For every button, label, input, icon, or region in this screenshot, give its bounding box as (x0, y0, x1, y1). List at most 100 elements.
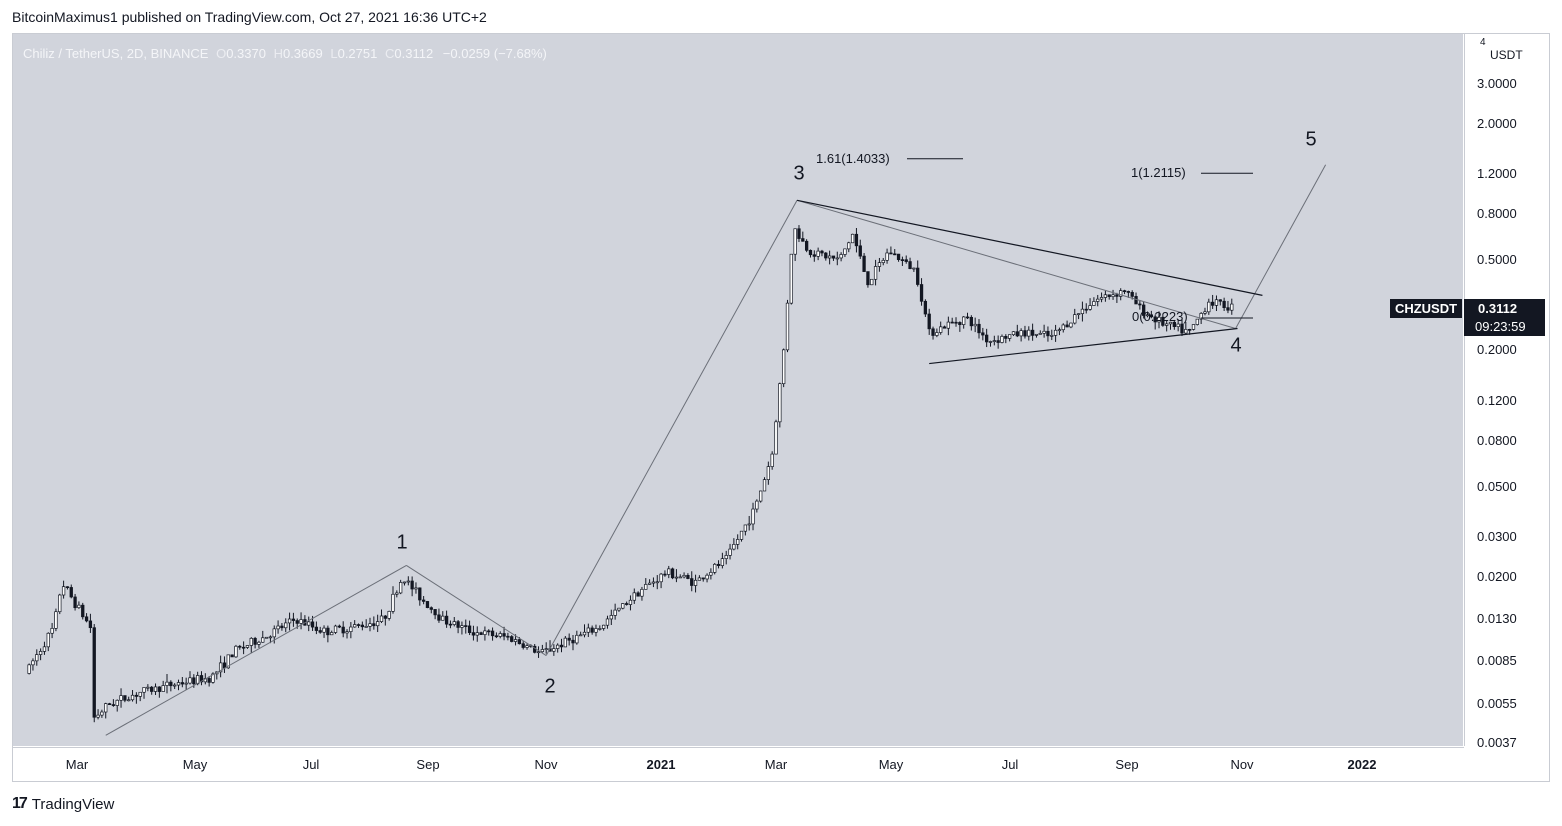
candle-up (1145, 314, 1150, 317)
candle-up (678, 576, 682, 579)
candle-up (605, 618, 610, 626)
candle-down (1084, 308, 1088, 311)
candle-down (150, 686, 154, 692)
candle-down (1046, 330, 1050, 337)
candle-down (241, 646, 246, 649)
candle-up (211, 673, 215, 683)
candle-up (364, 626, 368, 628)
candle-down (670, 568, 675, 579)
candle-up (161, 685, 165, 692)
time-axis[interactable] (13, 747, 1464, 780)
candle-up (1011, 331, 1016, 336)
candle-up (674, 576, 679, 579)
triangle-lower-line (929, 327, 1238, 365)
candle-up (870, 278, 874, 286)
footer-brand[interactable]: 17 TradingView (12, 795, 114, 813)
candle-down (494, 635, 499, 638)
time-tick-label: Mar (764, 757, 788, 772)
candle-down (1134, 296, 1138, 305)
price-tick-label: 1.2000 (1477, 166, 1517, 182)
tradingview-logo-icon: 17 (12, 795, 28, 812)
candle-down (1130, 292, 1134, 297)
candle-up (100, 711, 104, 716)
candle-up (1038, 332, 1042, 335)
candle-up (667, 568, 671, 575)
candle-up (1057, 329, 1062, 332)
candle-up (885, 252, 889, 261)
time-tick-label: Sep (1115, 757, 1139, 772)
candle-up (142, 687, 146, 693)
plot-area[interactable] (13, 34, 1463, 746)
candle-up (755, 500, 759, 510)
candle-up (743, 524, 748, 532)
candle-up (598, 628, 602, 630)
price-tick-label: 0.8000 (1477, 206, 1517, 222)
candle-up (261, 637, 265, 643)
candle-up (988, 341, 993, 343)
price-axis[interactable] (1464, 34, 1549, 746)
candle-down (479, 632, 483, 635)
candle-up (173, 684, 177, 687)
candle-down (831, 255, 836, 259)
candle-up (1076, 313, 1081, 316)
candle-up (452, 621, 456, 625)
candle-down (977, 323, 981, 334)
price-tick-label: 0.0500 (1477, 478, 1517, 494)
candle-up (54, 611, 58, 629)
candle-down (444, 615, 449, 625)
candle-up (249, 637, 253, 646)
candle-up (376, 621, 380, 627)
candle-down (65, 586, 70, 589)
candle-up (697, 577, 702, 581)
candle-up (935, 332, 939, 336)
candle-down (559, 644, 564, 648)
price-tick-label: 0.0085 (1477, 653, 1517, 669)
candle-up (1207, 301, 1211, 313)
candle-down (1004, 336, 1008, 339)
bar-countdown: 09:23:59 (1464, 318, 1545, 336)
candle-up (847, 242, 851, 250)
candle-down (858, 245, 862, 257)
candle-up (165, 681, 169, 686)
candle-up (762, 479, 767, 492)
candle-up (617, 607, 621, 611)
candle-down (421, 599, 426, 602)
candle-up (218, 662, 223, 673)
candle-up (1157, 316, 1161, 323)
candle-up (770, 453, 774, 467)
candle-up (843, 248, 847, 255)
candle-up (682, 575, 686, 578)
candle-up (632, 592, 636, 601)
candle-down (372, 623, 376, 627)
candle-up (992, 340, 996, 342)
candle-down (942, 326, 947, 329)
candle-up (736, 539, 740, 545)
candle-up (299, 619, 303, 624)
candle-down (1226, 307, 1230, 311)
candle-up (307, 621, 311, 626)
candle-up (877, 262, 882, 267)
candle-down (88, 620, 93, 629)
candle-up (184, 682, 188, 685)
candle-down (854, 233, 859, 247)
candle-up (1092, 301, 1096, 306)
candle-up (873, 266, 878, 280)
candle-up (245, 645, 250, 648)
legend-low-key: L (330, 46, 338, 61)
candle-up (816, 250, 820, 257)
candle-up (659, 573, 663, 583)
candle-down (506, 635, 510, 638)
candle-down (571, 639, 575, 644)
candle-up (582, 631, 587, 636)
candle-down (107, 703, 112, 705)
footer-brand-label: TradingView (31, 795, 115, 813)
candle-down (437, 614, 441, 621)
candle-down (84, 616, 89, 622)
candle-down (896, 253, 901, 261)
candle-up (46, 632, 50, 648)
wave-segment-line (1235, 164, 1327, 329)
publisher-line: BitcoinMaximus1 published on TradingView… (12, 9, 487, 25)
candle-down (950, 321, 954, 324)
candle-up (226, 654, 230, 669)
time-tick-label: May (182, 757, 208, 772)
